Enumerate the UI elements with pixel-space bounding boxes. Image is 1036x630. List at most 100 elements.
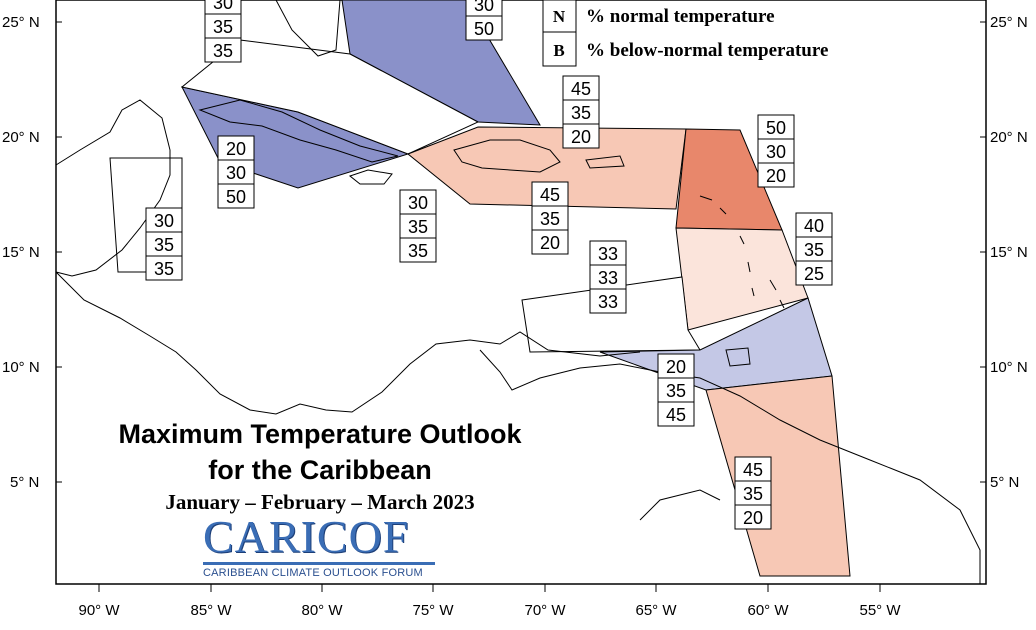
coastline-lesser-antilles (699, 195, 785, 309)
prob-value-cuba: 50 (226, 187, 246, 207)
prob-value-northwest-box: 35 (213, 41, 233, 61)
prob-box-belize-box (145, 231, 183, 257)
lat-label-left: 15° N (2, 244, 40, 261)
coastline-south-america (479, 349, 981, 584)
prob-value-jamaica: 35 (408, 241, 428, 261)
prob-value-windward-islands: 35 (804, 240, 824, 260)
prob-value-leeward-islands: 20 (766, 166, 786, 186)
lat-label-left: 5° N (10, 474, 39, 491)
lon-label: 75° W (412, 602, 454, 619)
prob-value-cuba: 20 (226, 139, 246, 159)
title-block: Maximum Temperature Outlook for the Cari… (70, 416, 570, 515)
prob-value-abc-islands: 33 (598, 292, 618, 312)
logo-wordmark: CARICOF (203, 511, 410, 562)
prob-box-abc-islands (589, 264, 627, 290)
prob-value-hispaniola-lower: 35 (540, 209, 560, 229)
prob-box-windward-islands (795, 260, 833, 286)
prob-value-windward-islands: 25 (804, 264, 824, 284)
prob-box-cuba (217, 183, 255, 209)
prob-value-abc-islands: 33 (598, 268, 618, 288)
prob-box-abc-islands (589, 288, 627, 314)
prob-value-jamaica: 35 (408, 217, 428, 237)
legend-key-below: B (553, 41, 564, 60)
prob-box-hispaniola-upper (562, 75, 600, 101)
prob-value-guianas: 35 (743, 484, 763, 504)
prob-value-cuba: 30 (226, 163, 246, 183)
prob-value-hispaniola-upper: 35 (571, 103, 591, 123)
prob-box-guianas (734, 456, 772, 482)
prob-value-trinidad-tobago: 45 (666, 405, 686, 425)
prob-box-bahamas-box-partial (465, 15, 503, 41)
prob-box-guianas (734, 480, 772, 506)
prob-value-trinidad-tobago: 35 (666, 381, 686, 401)
prob-value-hispaniola-lower: 20 (540, 233, 560, 253)
lat-label-left: 10° N (2, 359, 40, 376)
prob-box-jamaica (399, 237, 437, 263)
prob-box-cuba (217, 135, 255, 161)
prob-value-leeward-islands: 30 (766, 142, 786, 162)
prob-box-hispaniola-upper (562, 123, 600, 149)
lat-label-left: 25° N (2, 14, 40, 31)
prob-box-trinidad-tobago (657, 401, 695, 427)
prob-value-belize-box: 35 (154, 259, 174, 279)
prob-value-hispaniola-lower: 45 (540, 185, 560, 205)
legend-key-box (542, 31, 577, 67)
prob-box-hispaniola-lower (531, 205, 569, 231)
prob-box-windward-islands (795, 212, 833, 238)
lon-label: 60° W (747, 602, 789, 619)
title-line-1: Maximum Temperature Outlook (118, 419, 522, 449)
prob-value-leeward-islands: 50 (766, 118, 786, 138)
lon-label: 70° W (524, 602, 566, 619)
lat-label-right: 15° N (990, 244, 1028, 261)
lon-label: 55° W (859, 602, 901, 619)
lon-label: 80° W (301, 602, 343, 619)
lat-label-right: 20° N (990, 129, 1028, 146)
prob-value-bahamas-box-partial: 30 (474, 0, 494, 15)
prob-box-jamaica (399, 189, 437, 215)
prob-box-guianas (734, 504, 772, 530)
lat-label-left: 20° N (2, 129, 40, 146)
legend: N % normal temperature B % below-normal … (542, 0, 828, 67)
lat-label-right: 5° N (990, 474, 1019, 491)
legend-text-normal: % normal temperature (586, 6, 775, 27)
region-abc (521, 276, 701, 353)
prob-value-windward-islands: 40 (804, 216, 824, 236)
prob-box-northwest-box (204, 37, 242, 63)
coastline-florida (275, 0, 341, 57)
coastline-hispaniola (453, 139, 561, 173)
prob-box-belize-box (145, 255, 183, 281)
prob-value-guianas: 45 (743, 460, 763, 480)
logo-underline (203, 562, 435, 565)
lat-label-right: 25° N (990, 14, 1028, 31)
prob-value-trinidad-tobago: 20 (666, 357, 686, 377)
prob-box-belize-box (145, 207, 183, 233)
prob-box-jamaica (399, 213, 437, 239)
lat-label-right: 10° N (990, 359, 1028, 376)
probability-boxes: 30 50 30 35 35 20 30 50 30 35 35 30 35 35 45 35 20 45 35 20… (145, 0, 833, 530)
prob-value-northwest-box: 35 (213, 17, 233, 37)
region-bahamas (341, 0, 541, 126)
prob-value-guianas: 20 (743, 508, 763, 528)
legend-text-below: % below-normal temperature (586, 40, 828, 61)
prob-box-hispaniola-lower (531, 229, 569, 255)
title-period: January – February – March 2023 (165, 490, 475, 514)
prob-value-abc-islands: 33 (598, 244, 618, 264)
coastline-mexico-central-america (55, 99, 641, 415)
legend-key-normal: N (553, 7, 566, 26)
prob-value-belize-box: 30 (154, 211, 174, 231)
prob-value-belize-box: 35 (154, 235, 174, 255)
prob-value-hispaniola-upper: 45 (571, 79, 591, 99)
prob-value-northwest-box: 30 (213, 0, 233, 13)
prob-box-abc-islands (589, 240, 627, 266)
prob-box-cuba (217, 159, 255, 185)
prob-box-leeward-islands (757, 162, 795, 188)
lon-label: 65° W (635, 602, 677, 619)
prob-value-bahamas-box-partial: 50 (474, 19, 494, 39)
prob-box-trinidad-tobago (657, 377, 695, 403)
lon-label: 90° W (78, 602, 120, 619)
prob-value-hispaniola-upper: 20 (571, 127, 591, 147)
title-line-2: for the Caribbean (208, 455, 432, 485)
axis-ticks (56, 21, 986, 592)
caricof-logo: CARICOF CARIBBEAN CLIMATE OUTLOOK FORUM (203, 512, 435, 579)
